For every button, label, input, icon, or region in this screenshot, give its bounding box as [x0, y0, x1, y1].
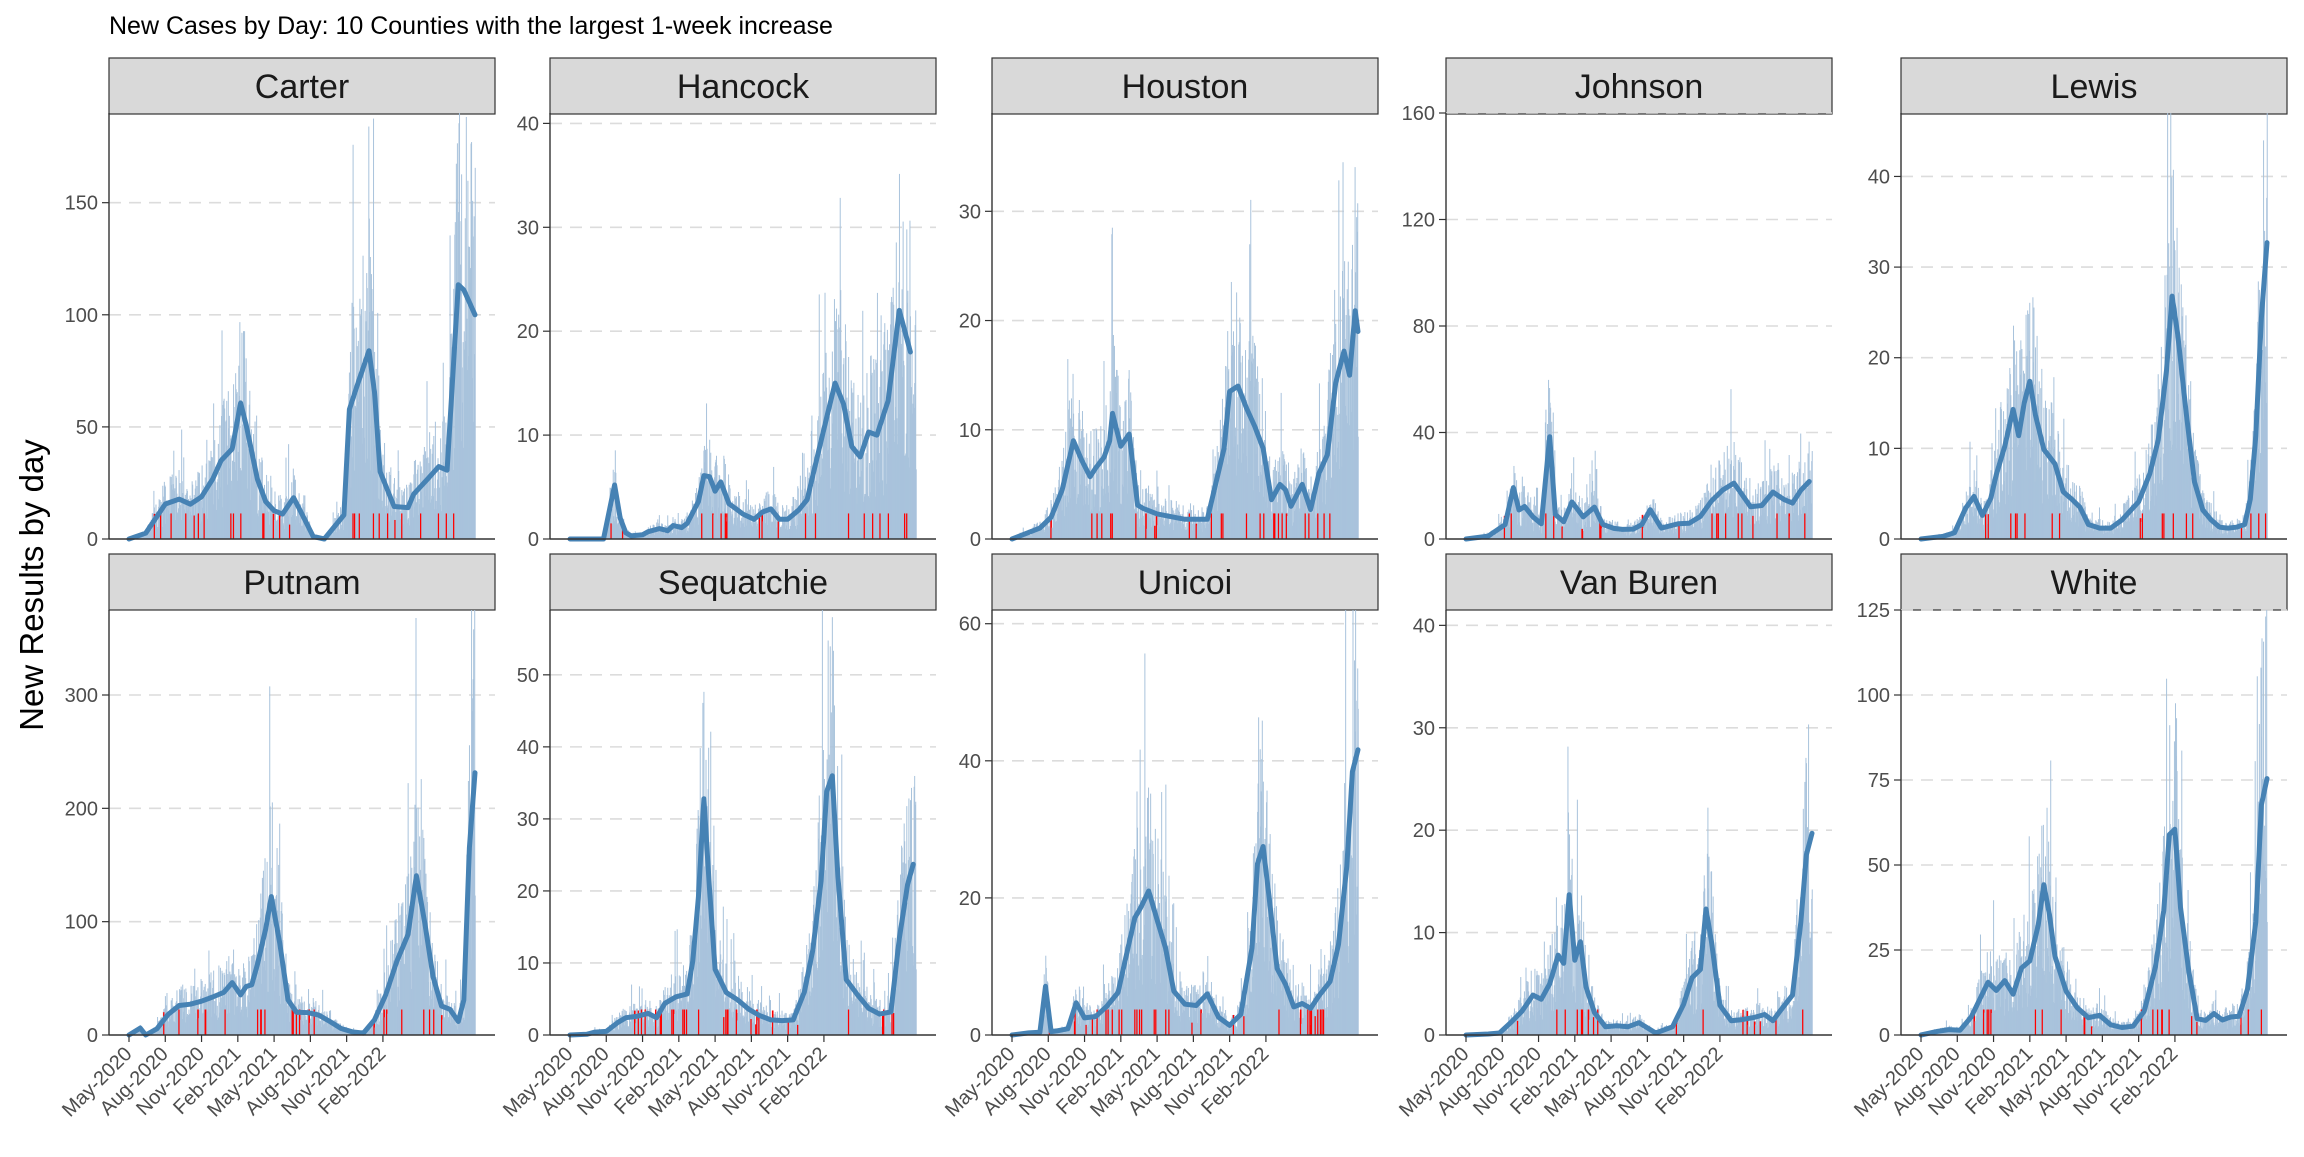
y-tick-label: 30	[517, 217, 539, 239]
daily-bar	[1358, 437, 1359, 539]
panel-title: Putnam	[243, 564, 360, 602]
y-tick-label: 0	[528, 529, 539, 551]
y-tick-label: 20	[959, 311, 981, 333]
y-tick-label: 0	[87, 1025, 98, 1047]
y-tick-label: 60	[959, 614, 981, 636]
panel-johnson: Johnson 0 40 80 120 160	[1402, 58, 1832, 551]
y-tick-label: 0	[87, 529, 98, 551]
panel-houston: Houston 0 10 20 30	[959, 58, 1378, 551]
panel-carter: Carter 0 50 100 150	[65, 58, 495, 551]
panel-title: Johnson	[1575, 68, 1704, 106]
panel-title: Lewis	[2051, 68, 2138, 106]
y-tick-label: 50	[517, 665, 539, 687]
y-tick-label: 30	[517, 809, 539, 831]
y-tick-label: 160	[1402, 103, 1435, 125]
y-tick-label: 10	[1868, 438, 1890, 460]
y-tick-label: 0	[970, 529, 981, 551]
y-tick-label: 30	[959, 201, 981, 223]
y-tick-label: 10	[517, 425, 539, 447]
daily-bar	[2267, 113, 2268, 539]
y-tick-label: 300	[65, 685, 98, 707]
y-tick-label: 50	[76, 417, 98, 439]
y-tick-label: 100	[65, 912, 98, 934]
figure-title: New Cases by Day: 10 Counties with the l…	[109, 12, 833, 41]
daily-bar	[916, 969, 917, 1035]
y-axis-label: New Results by day	[13, 439, 51, 731]
panel-sequatchie: Sequatchie01020304050May-2020Aug-2020Nov…	[499, 554, 936, 1121]
daily-bar	[475, 896, 476, 1035]
y-tick-label: 0	[528, 1025, 539, 1047]
y-tick-label: 100	[65, 305, 98, 327]
trend-line	[1921, 243, 2267, 539]
panel-title: Carter	[255, 68, 349, 106]
y-tick-label: 20	[517, 321, 539, 343]
panel-putnam: Putnam0100200300May-2020Aug-2020Nov-2020…	[58, 554, 495, 1121]
y-tick-label: 40	[959, 751, 981, 773]
y-tick-label: 40	[1868, 166, 1890, 188]
y-tick-label: 200	[65, 798, 98, 820]
y-tick-label: 40	[517, 737, 539, 759]
y-tick-label: 0	[1879, 529, 1890, 551]
y-tick-label: 30	[1868, 257, 1890, 279]
y-tick-label: 20	[959, 888, 981, 910]
y-tick-label: 40	[517, 113, 539, 135]
panel-title: Sequatchie	[658, 564, 828, 602]
y-tick-label: 0	[970, 1025, 981, 1047]
daily-bar	[677, 929, 678, 1035]
panel-unicoi: Unicoi0204060May-2020Aug-2020Nov-2020Feb…	[941, 554, 1378, 1121]
y-tick-label: 40	[1413, 423, 1435, 445]
y-tick-label: 10	[959, 420, 981, 442]
panel-title: Houston	[1122, 68, 1249, 106]
y-tick-label: 10	[517, 953, 539, 975]
y-tick-label: 80	[1413, 316, 1435, 338]
panel-lewis: Lewis 0 10 20 30 40	[1868, 58, 2287, 551]
daily-bar	[475, 168, 476, 539]
panel-hancock: Hancock 0 10 20 30 40	[517, 58, 936, 551]
y-tick-label: 120	[1402, 210, 1435, 232]
y-tick-label: 20	[517, 881, 539, 903]
panel-title: Unicoi	[1138, 564, 1232, 602]
daily-bar	[916, 469, 917, 539]
y-tick-label: 20	[1868, 348, 1890, 370]
y-tick-label: 150	[65, 193, 98, 215]
y-tick-label: 0	[1424, 529, 1435, 551]
daily-bar	[1812, 451, 1813, 539]
panel-title: Hancock	[677, 68, 810, 106]
